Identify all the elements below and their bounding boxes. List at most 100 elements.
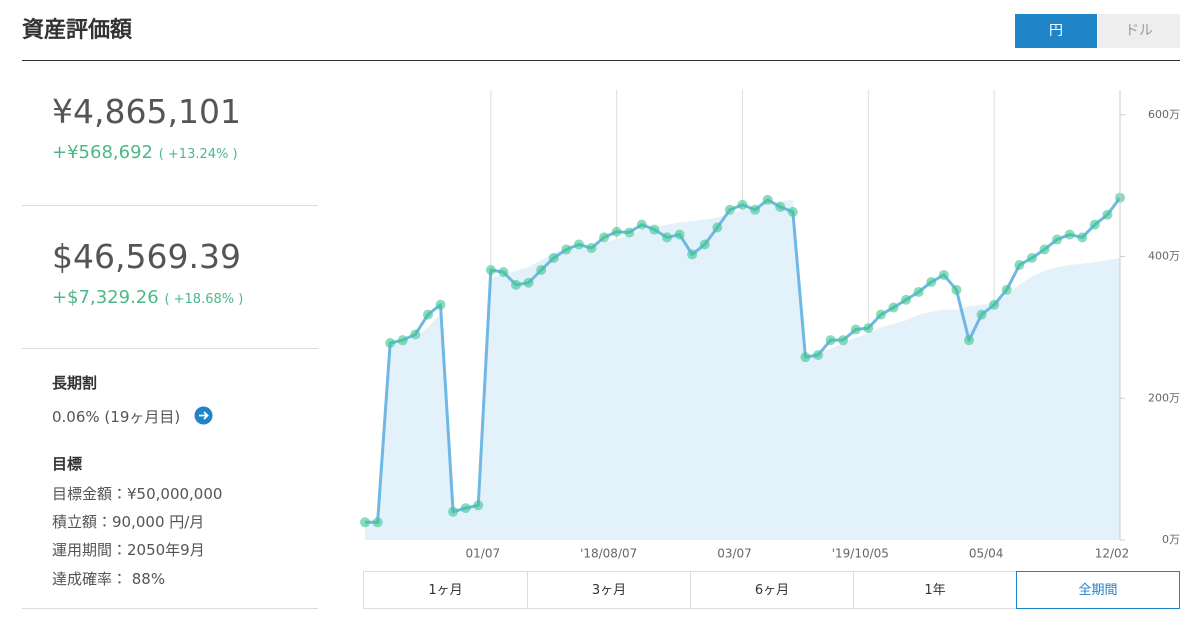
- point-marker: [825, 335, 836, 346]
- period-button[interactable]: 1ヶ月: [363, 571, 528, 609]
- x-tick-label: '19/10/05: [832, 547, 889, 561]
- point-marker: [888, 302, 899, 313]
- goal-title: 目標: [52, 455, 83, 473]
- point-marker: [800, 352, 811, 363]
- jpy-change-amount: +¥568,692: [52, 142, 153, 163]
- point-marker: [360, 517, 370, 528]
- currency-yen[interactable]: 円: [1015, 14, 1097, 48]
- jpy-change: +¥568,692 ( +13.24% ): [52, 142, 238, 163]
- area: [365, 199, 1120, 540]
- point-marker: [813, 350, 823, 361]
- point-marker: [901, 294, 912, 305]
- period-button[interactable]: 6ヶ月: [690, 571, 854, 609]
- point-marker: [1026, 252, 1037, 263]
- y-tick-label: 0万: [1162, 533, 1180, 546]
- point-marker: [1052, 234, 1063, 245]
- separator: [22, 348, 318, 349]
- point-marker: [473, 500, 484, 511]
- usd-change-pct: ( +18.68% ): [164, 292, 244, 307]
- point-marker: [561, 244, 572, 255]
- point-marker: [1089, 219, 1100, 230]
- point-marker: [964, 335, 974, 346]
- point-marker: [750, 204, 761, 215]
- x-tick-label: 03/07: [717, 547, 752, 561]
- point-marker: [775, 201, 786, 212]
- point-marker: [511, 279, 521, 290]
- point-marker: [372, 517, 383, 528]
- y-tick-label: 200万: [1148, 391, 1180, 404]
- point-marker: [536, 265, 547, 275]
- point-marker: [599, 232, 610, 243]
- goal-item: 達成確率： 88%: [52, 570, 166, 588]
- point-marker: [875, 309, 886, 320]
- point-marker: [422, 309, 433, 320]
- point-marker: [649, 224, 660, 235]
- point-marker: [926, 277, 937, 288]
- divider: [22, 60, 1180, 61]
- usd-value: $46,569.39: [52, 237, 241, 276]
- point-marker: [460, 503, 471, 514]
- point-marker: [989, 299, 1000, 310]
- point-marker: [586, 243, 597, 254]
- separator: [22, 608, 318, 609]
- currency-dollar[interactable]: ドル: [1098, 14, 1180, 48]
- y-tick-label: 400万: [1148, 250, 1180, 263]
- point-marker: [687, 249, 698, 260]
- point-marker: [1039, 244, 1050, 255]
- period-button[interactable]: 1年: [853, 571, 1017, 609]
- x-tick-label: 05/04: [969, 547, 1004, 561]
- point-marker: [1102, 209, 1113, 220]
- discount-text: 0.06% (19ヶ月目): [52, 408, 181, 426]
- point-marker: [787, 206, 798, 217]
- point-marker: [1001, 284, 1012, 295]
- x-tick-label: '18/08/07: [580, 547, 637, 561]
- point-marker: [863, 323, 874, 334]
- point-marker: [951, 284, 962, 295]
- info-arrow[interactable]: [194, 406, 213, 425]
- point-marker: [913, 286, 924, 297]
- jpy-value: ¥4,865,101: [52, 92, 241, 131]
- x-tick-label: 12/02: [1095, 547, 1130, 561]
- point-marker: [636, 219, 647, 230]
- point-marker: [850, 324, 861, 335]
- point-marker: [699, 239, 710, 250]
- point-marker: [410, 329, 421, 340]
- goal-item: 運用期間：2050年9月: [52, 541, 205, 559]
- page-title: 資産評価額: [22, 18, 133, 43]
- point-marker: [498, 267, 509, 278]
- point-marker: [762, 194, 773, 205]
- point-marker: [838, 335, 849, 346]
- y-tick-label: 600万: [1148, 108, 1180, 121]
- goal-item: 目標金額：¥50,000,000: [52, 485, 223, 503]
- point-marker: [624, 227, 635, 238]
- point-marker: [435, 299, 446, 310]
- point-marker: [976, 309, 987, 320]
- usd-change: +$7,329.26 ( +18.68% ): [52, 287, 243, 308]
- period-button[interactable]: 全期間: [1016, 571, 1180, 609]
- point-marker: [573, 239, 584, 250]
- goal-item: 積立額：90,000 円/月: [52, 513, 205, 531]
- point-marker: [1064, 229, 1075, 240]
- period-button[interactable]: 3ヶ月: [527, 571, 691, 609]
- point-marker: [523, 277, 534, 288]
- usd-change-amount: +$7,329.26: [52, 287, 159, 308]
- point-marker: [548, 252, 559, 263]
- point-marker: [1077, 232, 1088, 243]
- point-marker: [938, 269, 949, 280]
- point-marker: [611, 226, 622, 237]
- point-marker: [712, 222, 723, 233]
- point-marker: [485, 265, 496, 275]
- point-marker: [674, 229, 685, 240]
- point-marker: [737, 199, 748, 210]
- point-marker: [724, 204, 735, 215]
- point-marker: [397, 335, 408, 346]
- jpy-change-pct: ( +13.24% ): [158, 147, 238, 162]
- x-tick-label: 01/07: [466, 547, 501, 561]
- point-marker: [385, 337, 396, 348]
- separator: [22, 205, 318, 206]
- point-marker: [662, 232, 672, 243]
- discount-title: 長期割: [52, 374, 98, 392]
- point-marker: [448, 506, 459, 517]
- point-marker: [1014, 260, 1025, 271]
